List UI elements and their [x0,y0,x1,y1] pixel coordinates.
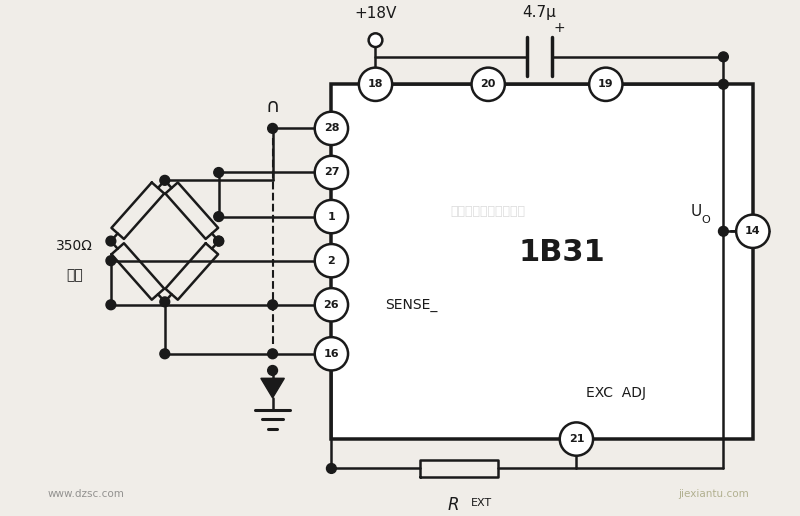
Text: 4.7μ: 4.7μ [522,5,556,20]
Text: 21: 21 [569,434,584,444]
Circle shape [369,34,382,47]
Text: ∩: ∩ [266,98,280,116]
Circle shape [214,236,223,246]
Circle shape [268,300,278,310]
Text: 28: 28 [324,123,339,133]
Text: EXT: EXT [470,498,492,508]
Circle shape [106,300,116,310]
Circle shape [314,244,348,278]
Text: U: U [690,204,702,219]
Text: 电桥: 电桥 [66,268,83,282]
Circle shape [160,297,170,307]
Polygon shape [261,378,284,398]
Circle shape [326,463,336,473]
Circle shape [314,288,348,321]
Circle shape [718,79,728,89]
Circle shape [560,423,593,456]
Text: 1: 1 [327,212,335,221]
Circle shape [314,112,348,145]
Circle shape [268,349,278,359]
Text: 26: 26 [323,300,339,310]
Text: $R$: $R$ [447,496,459,514]
Circle shape [314,337,348,370]
Circle shape [589,68,622,101]
Circle shape [359,68,392,101]
Circle shape [268,123,278,133]
Text: 350Ω: 350Ω [56,239,93,253]
Text: O: O [702,215,710,224]
Circle shape [268,365,278,375]
Text: www.dzsc.com: www.dzsc.com [48,489,125,499]
Circle shape [718,227,728,236]
Circle shape [718,52,728,62]
Circle shape [160,175,170,185]
Circle shape [106,256,116,266]
Text: +18V: +18V [354,6,397,21]
Text: 1B31: 1B31 [518,238,605,267]
Text: 20: 20 [481,79,496,89]
Text: +: + [554,21,566,35]
Text: SENSE_: SENSE_ [386,298,438,312]
Bar [331,84,753,439]
Text: 2: 2 [327,256,335,266]
Text: 19: 19 [598,79,614,89]
Circle shape [314,200,348,233]
Circle shape [314,156,348,189]
Text: 14: 14 [745,227,761,236]
Circle shape [160,349,170,359]
Circle shape [471,68,505,101]
Text: 16: 16 [323,349,339,359]
Circle shape [214,236,223,246]
Circle shape [106,236,116,246]
Circle shape [214,212,223,221]
Text: 18: 18 [368,79,383,89]
Circle shape [736,215,770,248]
Text: 27: 27 [324,168,339,178]
Text: EXC  ADJ: EXC ADJ [586,386,646,400]
Text: jiexiantu.com: jiexiantu.com [678,489,749,499]
Circle shape [214,168,223,178]
Text: 杭州将泰科技有限公司: 杭州将泰科技有限公司 [450,205,526,218]
